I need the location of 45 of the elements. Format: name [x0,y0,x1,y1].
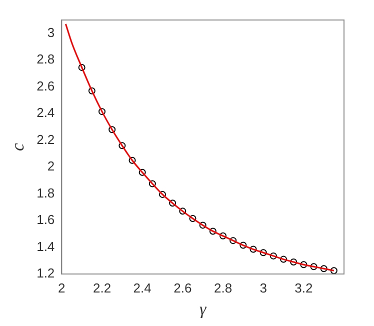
y-tick-label: 1.6 [36,212,55,228]
point [148,180,156,188]
point [118,142,126,150]
point [179,208,186,215]
y-tick-label: 1.4 [36,238,55,254]
x-axis-title: γ [199,299,208,318]
point [310,263,318,270]
y-tick-label: 2.8 [36,52,55,67]
y-tick-label: 1.8 [36,185,55,200]
point [300,261,308,268]
point [270,252,277,260]
point [330,267,338,274]
x-tick-label: 2.2 [92,280,112,296]
point [88,87,96,94]
point [240,242,247,249]
y-tick-label: 2.4 [36,105,55,120]
y-axis-title: c [8,143,28,151]
point [159,190,166,198]
x-tick-label: 2.4 [133,280,152,296]
x-tick-label: 2.6 [174,280,192,296]
y-tick-label: 3 [47,24,55,40]
point [108,126,116,134]
point [209,228,216,235]
point [138,168,146,176]
point [169,200,176,207]
x-tick-label: 2 [58,280,66,296]
point [230,237,237,244]
point [250,246,257,253]
y-tick-label: 2 [47,158,55,174]
y-tick-label: 2.6 [36,78,55,94]
point [189,215,196,222]
point [280,256,287,263]
x-tick-label: 3 [260,280,267,296]
y-tick-label: 2.2 [36,132,55,147]
point [220,232,226,240]
point [128,156,136,164]
point [260,249,267,256]
point [290,258,298,266]
point [199,222,206,229]
y-tick-label: 1.2 [36,266,55,281]
point [78,64,86,71]
point [98,108,106,116]
x-tick-label: 2.8 [214,280,232,296]
x-tick-label: 3.2 [294,280,313,296]
point [320,265,328,272]
